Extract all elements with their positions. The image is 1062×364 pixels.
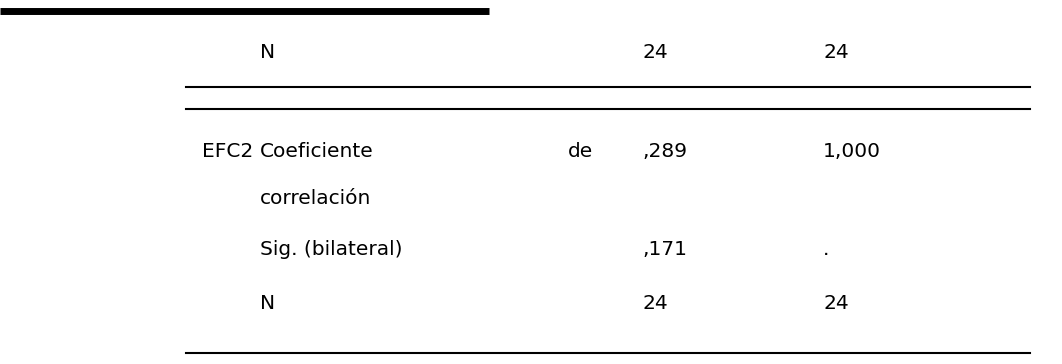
Text: 24: 24 (823, 294, 849, 313)
Text: ,289: ,289 (643, 142, 687, 161)
Text: Coeficiente: Coeficiente (260, 142, 374, 161)
Text: 24: 24 (643, 43, 668, 62)
Text: N: N (260, 294, 275, 313)
Text: ,171: ,171 (643, 240, 687, 259)
Text: 1,000: 1,000 (823, 142, 881, 161)
Text: .: . (823, 240, 829, 259)
Text: N: N (260, 43, 275, 62)
Text: correlación: correlación (260, 189, 372, 208)
Text: de: de (568, 142, 594, 161)
Text: Sig. (bilateral): Sig. (bilateral) (260, 240, 402, 259)
Text: 24: 24 (643, 294, 668, 313)
Text: 24: 24 (823, 43, 849, 62)
Text: EFC2: EFC2 (202, 142, 253, 161)
